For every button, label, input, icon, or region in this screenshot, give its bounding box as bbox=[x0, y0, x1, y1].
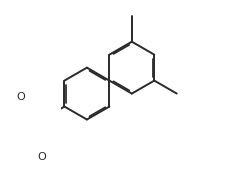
Text: O: O bbox=[16, 92, 25, 102]
Text: O: O bbox=[38, 152, 46, 162]
